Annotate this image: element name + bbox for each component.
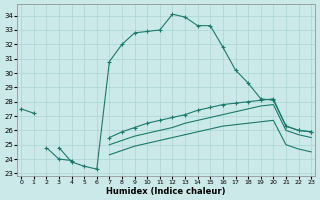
X-axis label: Humidex (Indice chaleur): Humidex (Indice chaleur) [107,187,226,196]
